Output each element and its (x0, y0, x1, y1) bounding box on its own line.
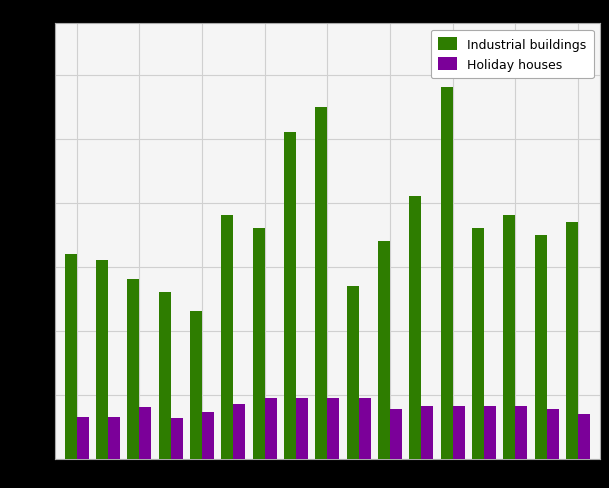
Bar (265, 398, 276, 459)
Bar (190, 312, 202, 459)
Bar (421, 407, 433, 459)
Bar (315, 107, 328, 459)
Bar (535, 235, 547, 459)
Bar (441, 88, 452, 459)
Bar (108, 417, 120, 459)
Bar (96, 261, 108, 459)
Bar (515, 407, 527, 459)
Bar (578, 414, 590, 459)
Bar (296, 398, 308, 459)
Bar (253, 229, 265, 459)
Bar (171, 419, 183, 459)
Bar (504, 216, 515, 459)
Bar (484, 407, 496, 459)
Bar (284, 133, 296, 459)
Bar (566, 223, 578, 459)
Bar (77, 417, 89, 459)
Bar (159, 293, 171, 459)
Bar (139, 407, 151, 459)
Bar (409, 197, 421, 459)
Bar (202, 412, 214, 459)
Bar (547, 409, 558, 459)
Bar (233, 405, 245, 459)
Bar (347, 286, 359, 459)
Bar (390, 409, 402, 459)
Bar (65, 254, 77, 459)
Legend: Industrial buildings, Holiday houses: Industrial buildings, Holiday houses (431, 31, 594, 79)
Bar (452, 407, 465, 459)
Bar (328, 398, 339, 459)
Bar (378, 242, 390, 459)
Bar (472, 229, 484, 459)
Bar (222, 216, 233, 459)
Bar (359, 398, 370, 459)
Bar (127, 280, 139, 459)
